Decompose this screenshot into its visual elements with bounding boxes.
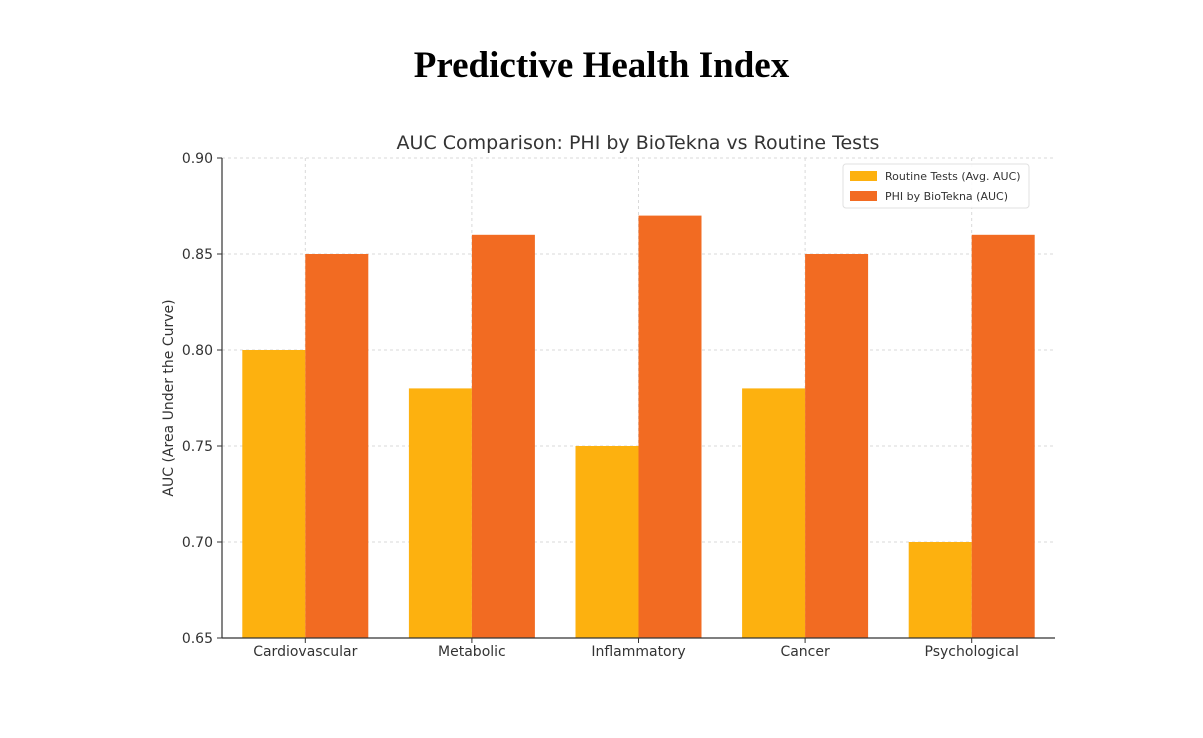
- bar-phi-psychological: [971, 234, 1035, 639]
- y-tick-label: 0.80: [182, 343, 213, 359]
- bars: [242, 215, 1035, 639]
- y-tick-label: 0.70: [182, 535, 213, 551]
- y-tick-label: 0.65: [182, 631, 213, 647]
- y-axis-label: AUC (Area Under the Curve): [161, 299, 177, 496]
- legend-label: Routine Tests (Avg. AUC): [885, 170, 1021, 183]
- bar-routine-cancer: [742, 388, 806, 638]
- y-tick-label: 0.85: [182, 247, 213, 263]
- y-tick-label: 0.75: [182, 439, 213, 455]
- bar-phi-inflammatory: [638, 215, 702, 638]
- legend-label: PHI by BioTekna (AUC): [885, 190, 1008, 203]
- bar-routine-cardiovascular: [242, 350, 306, 638]
- chart-title: AUC Comparison: PHI by BioTekna vs Routi…: [397, 132, 880, 154]
- legend-swatch: [850, 171, 877, 181]
- x-tick-label: Cardiovascular: [253, 644, 357, 660]
- x-tick-label: Psychological: [925, 644, 1019, 660]
- bar-phi-metabolic: [471, 234, 535, 639]
- tick-labels: 0.65 0.70 0.75 0.80 0.85 0.90 Cardiovascular Me…: [182, 151, 1019, 660]
- x-tick-label: Inflammatory: [591, 644, 685, 660]
- legend-box: [842, 163, 1030, 209]
- y-tick-label: 0.90: [182, 151, 213, 167]
- axes: [217, 157, 1055, 643]
- bar-routine-metabolic: [408, 388, 472, 638]
- bar-routine-inflammatory: [575, 446, 639, 638]
- x-tick-label: Metabolic: [438, 644, 506, 660]
- page-title: Predictive Health Index: [413, 45, 790, 86]
- legend: Routine Tests (Avg. AUC) PHI by BioTekna …: [842, 163, 1030, 209]
- legend-swatch: [850, 191, 877, 201]
- x-tick-label: Cancer: [780, 644, 830, 660]
- bar-phi-cancer: [805, 254, 869, 638]
- bar-phi-cardiovascular: [305, 254, 369, 638]
- bar-routine-psychological: [908, 542, 972, 638]
